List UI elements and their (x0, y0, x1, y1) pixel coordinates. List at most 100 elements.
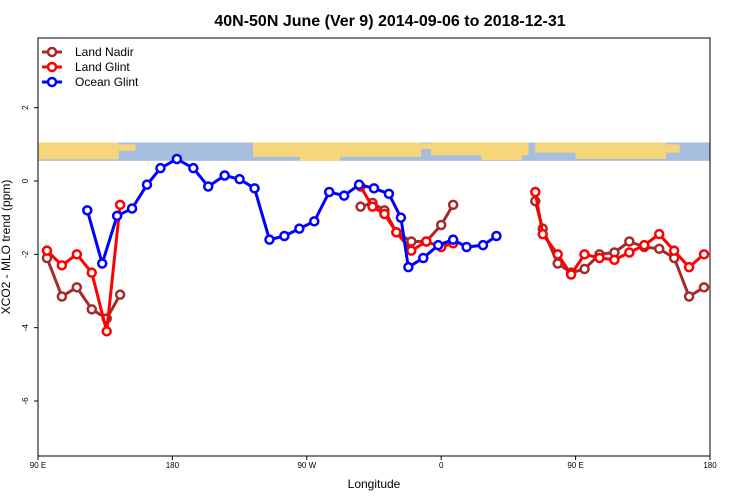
x-tick-label: 0 (439, 461, 444, 470)
data-point (653, 228, 665, 240)
y-tick-label: -4 (21, 324, 30, 332)
data-point (491, 230, 502, 242)
data-point (101, 326, 112, 337)
series-layer (41, 153, 710, 337)
map-land (253, 142, 422, 157)
legend-label: Land Glint (75, 60, 130, 74)
data-point (111, 210, 123, 222)
data-point (126, 203, 138, 214)
map-land (535, 142, 576, 153)
data-point (477, 239, 489, 251)
data-point (114, 199, 126, 211)
data-point (624, 236, 635, 247)
data-point (579, 263, 590, 275)
data-point (418, 252, 429, 264)
data-point (171, 153, 183, 165)
x-tick-label: 180 (166, 461, 180, 470)
legend-swatch-marker (46, 46, 58, 58)
data-point (264, 234, 275, 245)
data-point (406, 236, 417, 247)
data-point (114, 289, 126, 300)
data-point (530, 186, 541, 198)
data-point (323, 186, 335, 198)
map-land (666, 144, 680, 153)
data-point (698, 282, 710, 293)
data-point (461, 241, 472, 253)
legend-label: Ocean Glint (75, 75, 139, 89)
data-point (383, 188, 395, 200)
data-point (447, 234, 459, 245)
legend-label: Land Nadir (75, 45, 134, 59)
map-land (481, 153, 522, 160)
data-point (421, 236, 432, 247)
map-land (300, 155, 341, 161)
data-point (249, 183, 260, 194)
data-point (96, 258, 108, 269)
data-point (552, 249, 563, 260)
data-point (537, 228, 548, 240)
y-tick-label: 2 (21, 105, 30, 110)
data-point (683, 291, 695, 302)
data-point (432, 239, 444, 251)
x-axis-label: Longitude (348, 477, 401, 491)
data-point (56, 260, 68, 271)
data-point (435, 219, 447, 231)
data-point (594, 252, 605, 264)
data-point (141, 179, 153, 190)
data-point (639, 239, 650, 251)
y-axis: 2 0 -2 -4 -6 (21, 105, 38, 405)
series-line (85, 157, 498, 269)
data-point (71, 249, 83, 260)
map-land (575, 142, 667, 159)
map-land (431, 142, 529, 156)
data-point (395, 212, 407, 223)
data-point (309, 216, 320, 227)
data-point (683, 261, 695, 273)
data-point (379, 208, 390, 220)
plot-frame (37, 37, 711, 457)
y-tick-label: -2 (21, 250, 30, 258)
data-point (219, 170, 230, 181)
x-tick-label: 90 W (297, 461, 316, 470)
y-tick-label: -6 (21, 397, 30, 405)
data-point (367, 201, 378, 212)
data-point (86, 304, 98, 315)
data-point (338, 190, 350, 201)
x-tick-label: 180 (703, 461, 717, 470)
data-point (368, 183, 380, 194)
legend-swatch-marker (46, 76, 58, 88)
chart-title: 40N-50N June (Ver 9) 2014-09-06 to 2018-… (214, 13, 565, 30)
data-point (279, 230, 290, 242)
data-point (406, 245, 417, 256)
data-point (653, 243, 665, 255)
data-point (668, 245, 680, 256)
data-point (624, 247, 635, 258)
data-point (447, 199, 459, 211)
data-point (609, 254, 620, 266)
data-point (82, 205, 93, 216)
y-tick-label: 0 (21, 178, 30, 183)
x-tick-label: 90 E (30, 461, 46, 470)
data-point (391, 227, 402, 238)
x-tick-label: 90 E (567, 461, 583, 470)
data-point (71, 282, 83, 293)
data-point (403, 261, 414, 273)
x-axis: 90 E 180 90 W 0 90 E 180 (30, 456, 717, 470)
data-point (86, 267, 98, 278)
map-land (421, 143, 432, 149)
data-point (188, 162, 199, 174)
data-point (155, 162, 166, 174)
data-point (565, 269, 577, 280)
data-point (353, 179, 365, 190)
legend-swatch-marker (46, 61, 58, 73)
data-point (234, 173, 245, 185)
y-axis-label: XCO2 - MLO trend (ppm) (0, 180, 13, 315)
data-point (579, 249, 590, 260)
data-point (41, 245, 53, 256)
map-land (115, 144, 136, 151)
data-point (698, 249, 710, 260)
data-point (202, 181, 214, 192)
data-point (355, 201, 366, 212)
